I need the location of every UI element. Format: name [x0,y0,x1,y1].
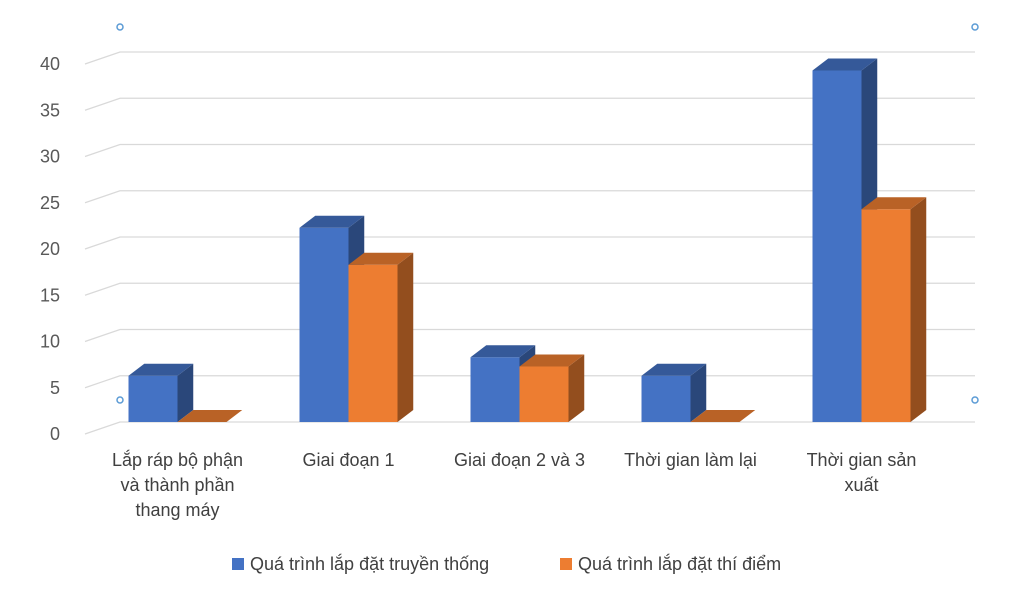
grid [84,51,975,435]
bar [128,363,194,422]
bar-front [299,227,349,422]
legend-item: Quá trình lắp đặt thí điểm [560,553,781,574]
bar [861,197,927,422]
bar [177,410,243,422]
x-tick-label: Thời gian sản xuất [807,450,917,495]
bar-top [128,363,194,376]
bar-front [128,375,178,422]
legend-label: Quá trình lắp đặt thí điểm [578,553,781,574]
bar-top [348,252,414,265]
gridline [84,236,975,250]
gridline [84,143,975,158]
x-tick-label: Lắp ráp bộ phận và thành phần thang máy [112,449,243,520]
bars [128,58,927,422]
y-tick-label: 15 [40,285,60,305]
bar [641,363,707,422]
y-axis: 0 5 10 15 20 25 30 35 40 [40,54,60,444]
bar-side [690,363,707,422]
gridline [84,51,975,65]
gridline [84,97,975,111]
bar-front [641,375,691,422]
selection-handle[interactable] [116,23,124,31]
y-tick-label: 35 [40,100,60,120]
gridline [84,421,975,435]
bar-side [910,197,927,422]
bar [690,410,756,422]
bar-front [519,366,569,422]
bar-top [861,197,927,210]
y-tick-label: 20 [40,239,60,259]
bar-side [568,354,585,422]
x-tick-label: Thời gian làm lại [624,450,757,470]
legend: Quá trình lắp đặt truyền thống Quá trình … [232,553,781,574]
bar-front [812,70,862,422]
gridline [84,328,975,343]
legend-swatch [232,558,244,570]
bar-top [470,345,536,358]
gridline [84,282,975,296]
y-tick-label: 5 [50,378,60,398]
y-tick-label: 0 [50,424,60,444]
bar-top [519,354,585,367]
y-tick-label: 25 [40,193,60,213]
bar-top [299,215,365,228]
bar-top [641,363,707,376]
gridline [84,190,975,204]
y-tick-label: 40 [40,54,60,74]
y-tick-label: 10 [40,332,60,352]
selection-handle[interactable] [971,23,979,31]
bar-side [177,363,194,422]
x-axis: Lắp ráp bộ phận và thành phần thang máy Gia… [112,449,917,520]
bar [519,354,585,422]
bar-front [348,264,398,422]
bar-top [812,58,878,71]
bar-top [690,410,756,422]
legend-label: Quá trình lắp đặt truyền thống [250,553,489,574]
bar-side [397,252,414,422]
bar [348,252,414,422]
x-tick-label: Giai đoạn 2 và 3 [454,450,585,470]
y-tick-label: 30 [40,147,60,167]
legend-item: Quá trình lắp đặt truyền thống [232,553,489,574]
selection-handle[interactable] [116,396,124,404]
selection-handle[interactable] [971,396,979,404]
bar-top [177,410,243,422]
bar-front [861,209,911,422]
selection-handles [116,23,979,404]
bar-front [470,357,520,422]
x-tick-label: Giai đoạn 1 [302,450,394,470]
legend-swatch [560,558,572,570]
